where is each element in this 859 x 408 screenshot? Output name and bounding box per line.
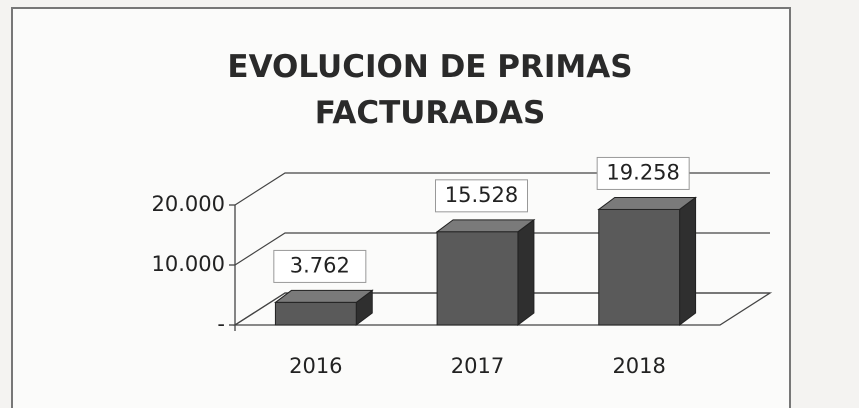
value-label-box: [273, 249, 367, 283]
bar: [598, 208, 681, 326]
bar-top: [435, 219, 536, 233]
bar-side: [517, 218, 535, 326]
bar: [436, 231, 519, 326]
chart-title: EVOLUCION DE PRIMAS FACTURADAS: [227, 49, 633, 131]
y-tick-label: 20.000: [152, 192, 225, 216]
value-label-box: [596, 156, 690, 190]
value-label: 3.762: [290, 253, 350, 277]
y-tick-label: -: [217, 312, 225, 336]
x-tick-label: 2016: [289, 354, 342, 378]
y-tick-label: 10.000: [152, 252, 225, 276]
x-tick-label: 2017: [451, 354, 504, 378]
bar-top: [273, 289, 374, 303]
value-label: 19.258: [606, 160, 679, 184]
bar-top: [597, 196, 698, 210]
value-label: 15.528: [445, 183, 518, 207]
bar-side: [679, 196, 697, 326]
value-label-box: [435, 179, 528, 213]
bar: [274, 301, 357, 326]
x-tick-label: 2018: [612, 354, 665, 378]
